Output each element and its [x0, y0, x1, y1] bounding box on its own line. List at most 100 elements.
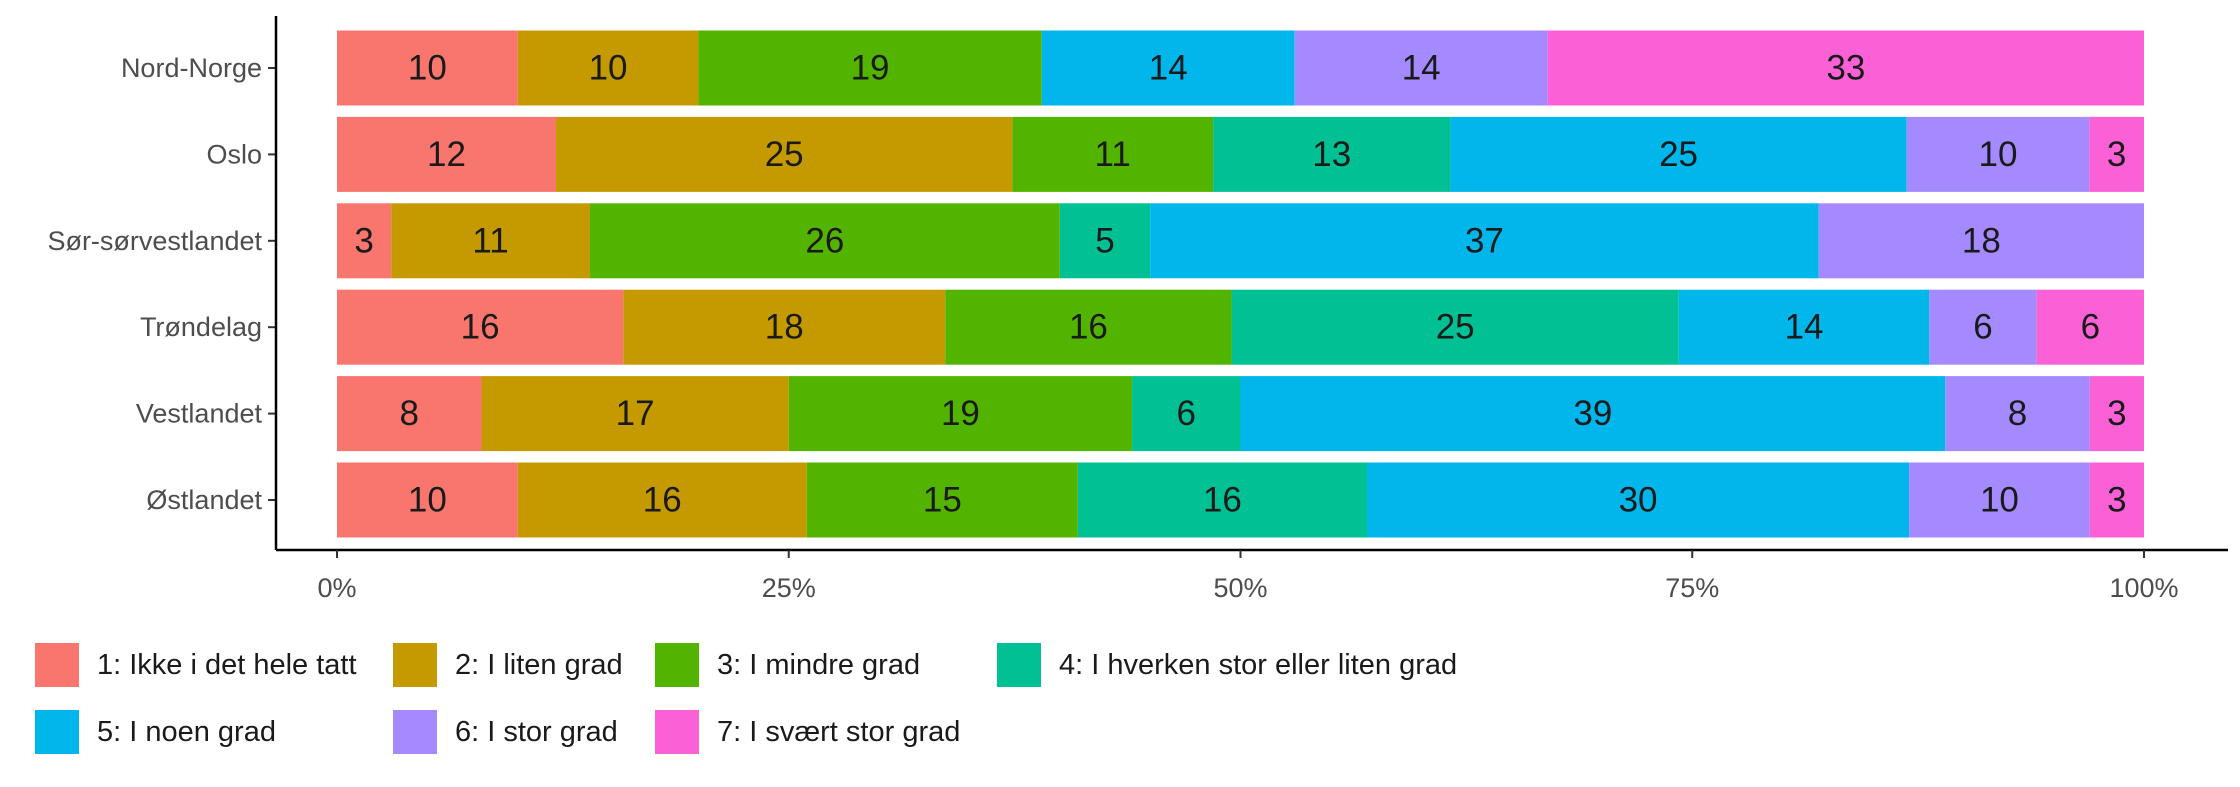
bar-segment	[945, 289, 1232, 365]
data-label: 6	[2081, 308, 2100, 347]
data-label: 37	[1465, 221, 1504, 260]
data-label: 14	[1785, 308, 1824, 347]
legend-label: 6: I stor grad	[455, 716, 618, 748]
bar-segment	[1678, 289, 1930, 365]
data-label: 33	[1826, 49, 1865, 88]
bar-segment	[337, 289, 624, 365]
legend: 1: Ikke i det hele tatt 2: I liten grad 3:…	[35, 643, 1457, 754]
bar-segment	[1945, 376, 2090, 452]
bar-segment	[1231, 289, 1679, 365]
bar-segment	[1366, 462, 1910, 538]
data-label: 18	[1962, 221, 2001, 260]
legend-swatch	[35, 710, 79, 754]
axes-layer: Nord-Norge Oslo Sør-sørvestlandet Trøndelag…	[47, 16, 2228, 603]
data-label: 10	[1980, 481, 2019, 520]
bar-segment	[337, 376, 482, 452]
legend-swatch	[393, 643, 437, 687]
bar-segment	[623, 289, 946, 365]
data-label: 17	[616, 394, 655, 433]
y-tick-label: Nord-Norge	[121, 53, 262, 83]
data-label: 11	[1095, 135, 1131, 174]
data-label: 39	[1573, 394, 1612, 433]
y-tick-label: Oslo	[206, 139, 262, 169]
data-label: 10	[408, 481, 447, 520]
data-label: 25	[765, 135, 804, 174]
bar-segment	[337, 203, 392, 279]
bar-segment	[1294, 30, 1548, 106]
bar-segment	[1909, 462, 2090, 538]
data-label: 10	[408, 49, 447, 88]
bar-segment	[1240, 376, 1946, 452]
legend-item: 2: I liten grad	[393, 643, 623, 687]
bar-segment	[481, 376, 789, 452]
bar-segment	[517, 30, 699, 106]
legend-label: 1: Ikke i det hele tatt	[97, 649, 357, 681]
bar-segment	[788, 376, 1133, 452]
data-label: 10	[589, 49, 628, 88]
bar-segment	[589, 203, 1060, 279]
legend-swatch	[393, 710, 437, 754]
data-label: 6	[1177, 394, 1196, 433]
bar-segment	[1077, 462, 1367, 538]
data-label: 19	[851, 49, 890, 88]
bar-segment	[1012, 116, 1214, 192]
data-label: 12	[427, 135, 466, 174]
data-label: 16	[1069, 308, 1108, 347]
data-label: 19	[941, 394, 980, 433]
legend-item: 3: I mindre grad	[655, 643, 920, 687]
data-label: 25	[1436, 308, 1475, 347]
legend-label: 3: I mindre grad	[717, 649, 920, 681]
x-tick-label: 75%	[1665, 573, 1719, 603]
legend-item: 5: I noen grad	[35, 710, 276, 754]
bar-segment	[556, 116, 1013, 192]
legend-label: 7: I svært stor grad	[717, 716, 960, 748]
y-tick-label: Trøndelag	[140, 312, 262, 342]
data-label: 14	[1402, 49, 1441, 88]
bar-segment	[1132, 376, 1241, 452]
legend-item: 7: I svært stor grad	[655, 710, 960, 754]
data-label: 3	[2107, 135, 2126, 174]
data-label: 13	[1312, 135, 1351, 174]
legend-swatch	[35, 643, 79, 687]
data-label: 30	[1619, 481, 1658, 520]
bar-segment	[1818, 203, 2144, 279]
x-tick-label: 0%	[317, 573, 356, 603]
data-label: 18	[765, 308, 804, 347]
data-label: 26	[805, 221, 844, 260]
y-tick-label: Østlandet	[146, 485, 262, 515]
legend-label: 4: I hverken stor eller liten grad	[1059, 649, 1457, 681]
bar-segment	[698, 30, 1042, 106]
bar-segment	[1450, 116, 1907, 192]
data-label: 3	[2107, 394, 2126, 433]
x-tick-label: 100%	[2109, 573, 2178, 603]
data-label: 3	[354, 221, 373, 260]
bar-segment	[1547, 30, 2144, 106]
data-label: 15	[923, 481, 962, 520]
bar-segment	[1929, 289, 2037, 365]
data-label: 6	[1973, 308, 1992, 347]
x-tick-label: 25%	[762, 573, 816, 603]
legend-swatch	[655, 643, 699, 687]
data-label: 11	[472, 221, 508, 260]
legend-label: 2: I liten grad	[455, 649, 623, 681]
bar-segment	[337, 30, 518, 106]
data-label: 8	[400, 394, 419, 433]
legend-item: 1: Ikke i det hele tatt	[35, 643, 357, 687]
bar-segment	[337, 116, 557, 192]
legend-swatch	[655, 710, 699, 754]
bar-segment	[2036, 289, 2144, 365]
bar-segment	[2089, 116, 2144, 192]
data-label: 16	[461, 308, 500, 347]
data-label: 14	[1149, 49, 1188, 88]
legend-swatch	[997, 643, 1041, 687]
data-label: 5	[1095, 221, 1114, 260]
bar-segment	[517, 462, 807, 538]
bar-segment	[1150, 203, 1819, 279]
bar-segment	[806, 462, 1078, 538]
bar-segment	[1041, 30, 1295, 106]
bar-segment	[2089, 376, 2144, 452]
y-tick-label: Vestlandet	[136, 399, 263, 429]
bar-segment	[337, 462, 518, 538]
